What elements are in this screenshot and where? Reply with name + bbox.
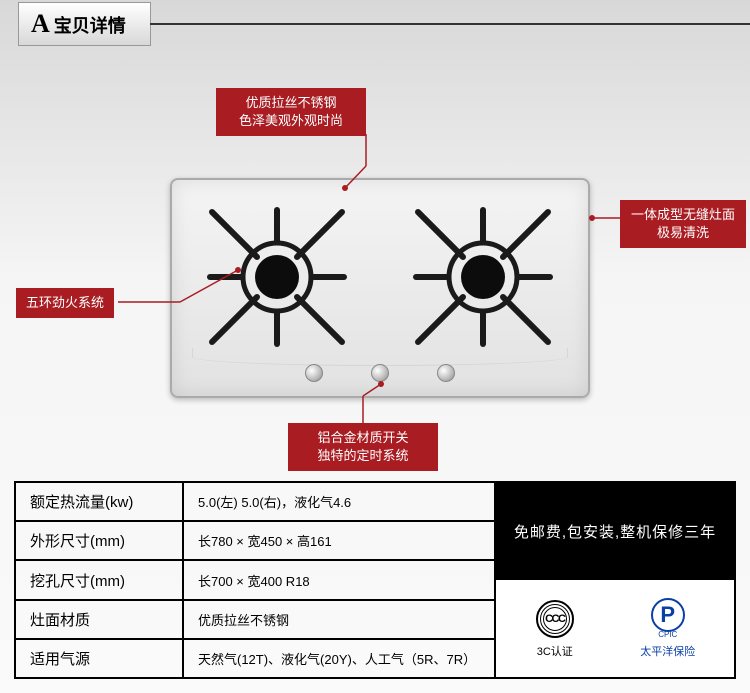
badge-label: 太平洋保险 (640, 643, 695, 659)
burner-right (408, 202, 558, 352)
spec-key: 额定热流量(kw) (16, 483, 184, 520)
spec-value: 天然气(12T)、液化气(20Y)、人工气（5R、7R） (184, 640, 494, 677)
grate-icon (408, 202, 558, 352)
table-row: 挖孔尺寸(mm) 长700 × 宽400 R18 (16, 561, 494, 600)
callout-material: 优质拉丝不锈钢 色泽美观外观时尚 (216, 88, 366, 136)
table-row: 灶面材质 优质拉丝不锈钢 (16, 601, 494, 640)
callout-line: 铝合金材质开关 (298, 429, 428, 447)
product-diagram: 优质拉丝不锈钢 色泽美观外观时尚 五环劲火系统 一体成型无缝灶面 极易清洗 铝合… (0, 48, 750, 478)
specs-table: 额定热流量(kw) 5.0(左) 5.0(右)，液化气4.6 外形尺寸(mm) … (16, 483, 494, 677)
spec-value: 长700 × 宽400 R18 (184, 561, 494, 598)
callout-line: 一体成型无缝灶面 (630, 206, 736, 224)
badge-label: 3C认证 (537, 643, 573, 659)
ccc-text: CCC (545, 613, 564, 625)
section-tab: A 宝贝详情 (18, 2, 151, 46)
callout-line: 优质拉丝不锈钢 (226, 94, 356, 112)
badge-pacific: P CPIC 太平洋保险 (640, 599, 695, 659)
badge-ccc: CCC 3C认证 (535, 599, 575, 659)
grate-icon (202, 202, 352, 352)
callout-line: 五环劲火系统 (26, 294, 104, 312)
table-row: 适用气源 天然气(12T)、液化气(20Y)、人工气（5R、7R） (16, 640, 494, 677)
callout-line: 独特的定时系统 (298, 447, 428, 465)
cpic-icon: P CPIC (648, 599, 688, 639)
knob-row (172, 364, 588, 382)
burner-left (202, 202, 352, 352)
spec-value: 长780 × 宽450 × 高161 (184, 522, 494, 559)
spec-value: 优质拉丝不锈钢 (184, 601, 494, 638)
callout-line: 色泽美观外观时尚 (226, 112, 356, 130)
header-underline (150, 23, 750, 25)
certification-badges: CCC 3C认证 P CPIC 太平洋保险 (496, 580, 734, 677)
table-row: 外形尺寸(mm) 长780 × 宽450 × 高161 (16, 522, 494, 561)
knob (371, 364, 389, 382)
promo-text: 免邮费,包安装,整机保修三年 (496, 483, 734, 580)
cooktop-illustration (170, 178, 590, 398)
table-row: 额定热流量(kw) 5.0(左) 5.0(右)，液化气4.6 (16, 483, 494, 522)
tab-letter: A (31, 9, 50, 39)
ccc-icon: CCC (535, 599, 575, 639)
callout-line: 极易清洗 (630, 224, 736, 242)
spec-key: 挖孔尺寸(mm) (16, 561, 184, 598)
tab-title: 宝贝详情 (54, 12, 126, 38)
spec-key: 适用气源 (16, 640, 184, 677)
callout-burner: 五环劲火系统 (16, 288, 114, 318)
spec-key: 灶面材质 (16, 601, 184, 638)
section-header: A 宝贝详情 (0, 0, 750, 48)
knob (305, 364, 323, 382)
spec-key: 外形尺寸(mm) (16, 522, 184, 559)
specs-side-panel: 免邮费,包安装,整机保修三年 CCC 3C认证 P CPIC 太平洋保险 (494, 483, 734, 677)
spec-value: 5.0(左) 5.0(右)，液化气4.6 (184, 483, 494, 520)
specs-section: 额定热流量(kw) 5.0(左) 5.0(右)，液化气4.6 外形尺寸(mm) … (14, 481, 736, 679)
cpic-letter: P (660, 602, 675, 628)
knob (437, 364, 455, 382)
callout-surface: 一体成型无缝灶面 极易清洗 (620, 200, 746, 248)
callout-knob: 铝合金材质开关 独特的定时系统 (288, 423, 438, 471)
